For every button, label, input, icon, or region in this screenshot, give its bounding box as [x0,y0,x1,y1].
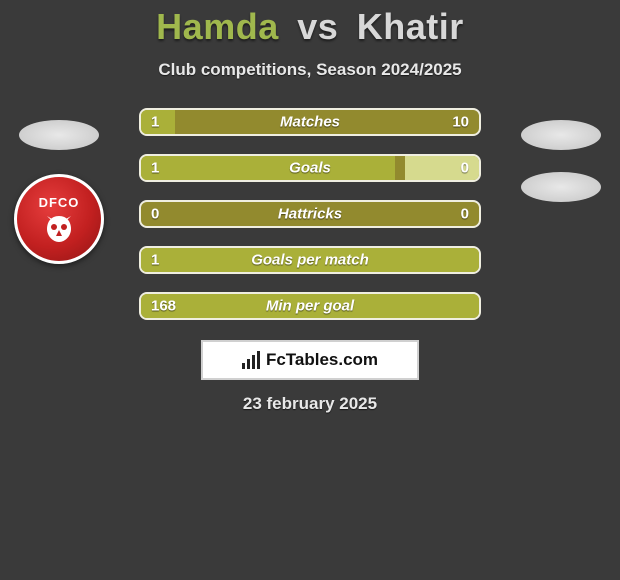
bar-fill-left [141,248,479,272]
branding-box: FcTables.com [201,340,419,380]
bar-fill-left [141,156,395,180]
chart-bars-icon [242,351,260,369]
stat-right-value: 10 [452,114,469,131]
bar-fill-right [405,156,479,180]
stat-bar-matches: 1 Matches 10 [139,108,481,136]
player1-placeholder-oval [19,120,99,150]
comparison-title: Hamda vs Khatir [0,6,620,48]
stat-label: Hattricks [278,206,342,223]
left-column: DFCO [14,120,104,264]
stat-bar-goals: 1 Goals 0 [139,154,481,182]
stat-bar-goals-per-match: 1 Goals per match [139,246,481,274]
stat-right-value: 0 [461,206,469,223]
player2-placeholder-oval-1 [521,120,601,150]
bar-fill-left [141,294,479,318]
bar-fill-left [141,110,175,134]
subtitle: Club competitions, Season 2024/2025 [0,60,620,80]
club-logo-left: DFCO [14,174,104,264]
club-logo-text: DFCO [39,195,80,210]
vs-label: vs [297,6,338,47]
title-wrap: Hamda vs Khatir [0,6,620,48]
infographic-root: Hamda vs Khatir Club competitions, Seaso… [0,0,620,414]
player2-placeholder-oval-2 [521,172,601,202]
player2-name: Khatir [357,6,464,47]
stat-bar-hattricks: 0 Hattricks 0 [139,200,481,228]
owl-icon [41,212,77,244]
stat-left-value: 0 [151,206,159,223]
stat-bars: 1 Matches 10 1 Goals 0 0 Hattricks 0 1 G… [139,108,481,320]
player1-name: Hamda [156,6,279,47]
right-column [516,120,606,226]
stat-bar-min-per-goal: 168 Min per goal [139,292,481,320]
footer-date: 23 february 2025 [0,394,620,414]
branding-text: FcTables.com [266,350,378,370]
stat-label: Matches [280,114,340,131]
